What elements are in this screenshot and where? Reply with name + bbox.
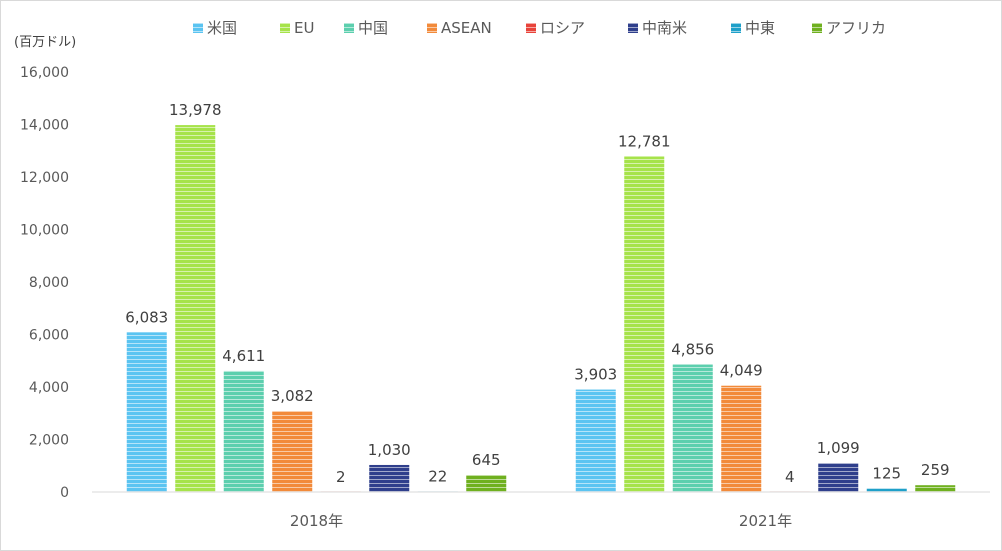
legend-swatch [812,23,822,33]
data-label: 4 [785,468,795,486]
data-label: 125 [872,465,901,483]
legend-swatch [427,23,437,33]
legend-label: EU [294,19,314,37]
legend-swatch [628,23,638,33]
data-label: 12,781 [618,132,671,150]
bar [866,488,907,492]
legend-label: アフリカ [826,19,886,37]
bar [818,463,859,492]
legend-label: 中国 [358,19,388,37]
bar [466,475,507,492]
legend-label: 中東 [745,19,775,37]
y-tick-label: 0 [60,485,69,501]
y-tick-label: 10,000 [20,223,69,239]
bars [126,125,956,492]
data-label: 3,082 [271,387,314,405]
data-label: 3,903 [574,366,617,384]
legend-label: ロシア [540,19,585,37]
bar [272,411,313,492]
y-tick-label: 2,000 [29,433,69,449]
bar [624,156,665,492]
legend-swatch [344,23,354,33]
legend-label: ASEAN [441,19,492,37]
bar [915,485,956,492]
unit-label: (百万ドル) [14,35,76,50]
y-tick-label: 12,000 [20,170,69,186]
data-label: 22 [428,467,447,485]
data-label: 1,099 [817,439,860,457]
legend-label: 中南米 [642,19,687,37]
legend-swatch [193,23,203,33]
y-tick-label: 4,000 [29,380,69,396]
data-label: 259 [921,461,950,479]
data-labels: 6,083 13,978 4,611 3,082 2 1,030 22 645 3,903 12,… [125,101,949,486]
bar [721,385,762,492]
bar [672,364,713,492]
y-tick-label: 8,000 [29,275,69,291]
y-tick-label: 14,000 [20,118,69,134]
bar [126,332,167,492]
data-label: 2 [336,468,346,486]
data-label: 1,030 [368,441,411,459]
bar [369,464,410,492]
legend-label: 米国 [207,19,237,37]
category-label: 2021年 [739,512,792,530]
bar [175,125,216,492]
y-tick-label: 16,000 [20,65,69,81]
data-label: 13,978 [169,101,222,119]
bar [575,389,616,492]
data-label: 4,611 [222,347,265,365]
bar [223,370,264,492]
legend-swatch [280,23,290,33]
x-axis: 2018年 2021年 [92,491,990,530]
category-label: 2018年 [290,512,343,530]
y-axis: 0 2,000 4,000 6,000 8,000 10,000 12,000 14,000 1… [20,65,69,501]
data-label: 645 [472,451,501,469]
legend: 米国 EU 中国 ASEAN ロシア 中南米 中東 アフリカ [193,19,886,37]
legend-swatch [526,23,536,33]
data-label: 4,856 [671,341,714,359]
y-tick-label: 6,000 [29,328,69,344]
data-label: 4,049 [720,362,763,380]
legend-swatch [731,23,741,33]
data-label: 6,083 [125,308,168,326]
